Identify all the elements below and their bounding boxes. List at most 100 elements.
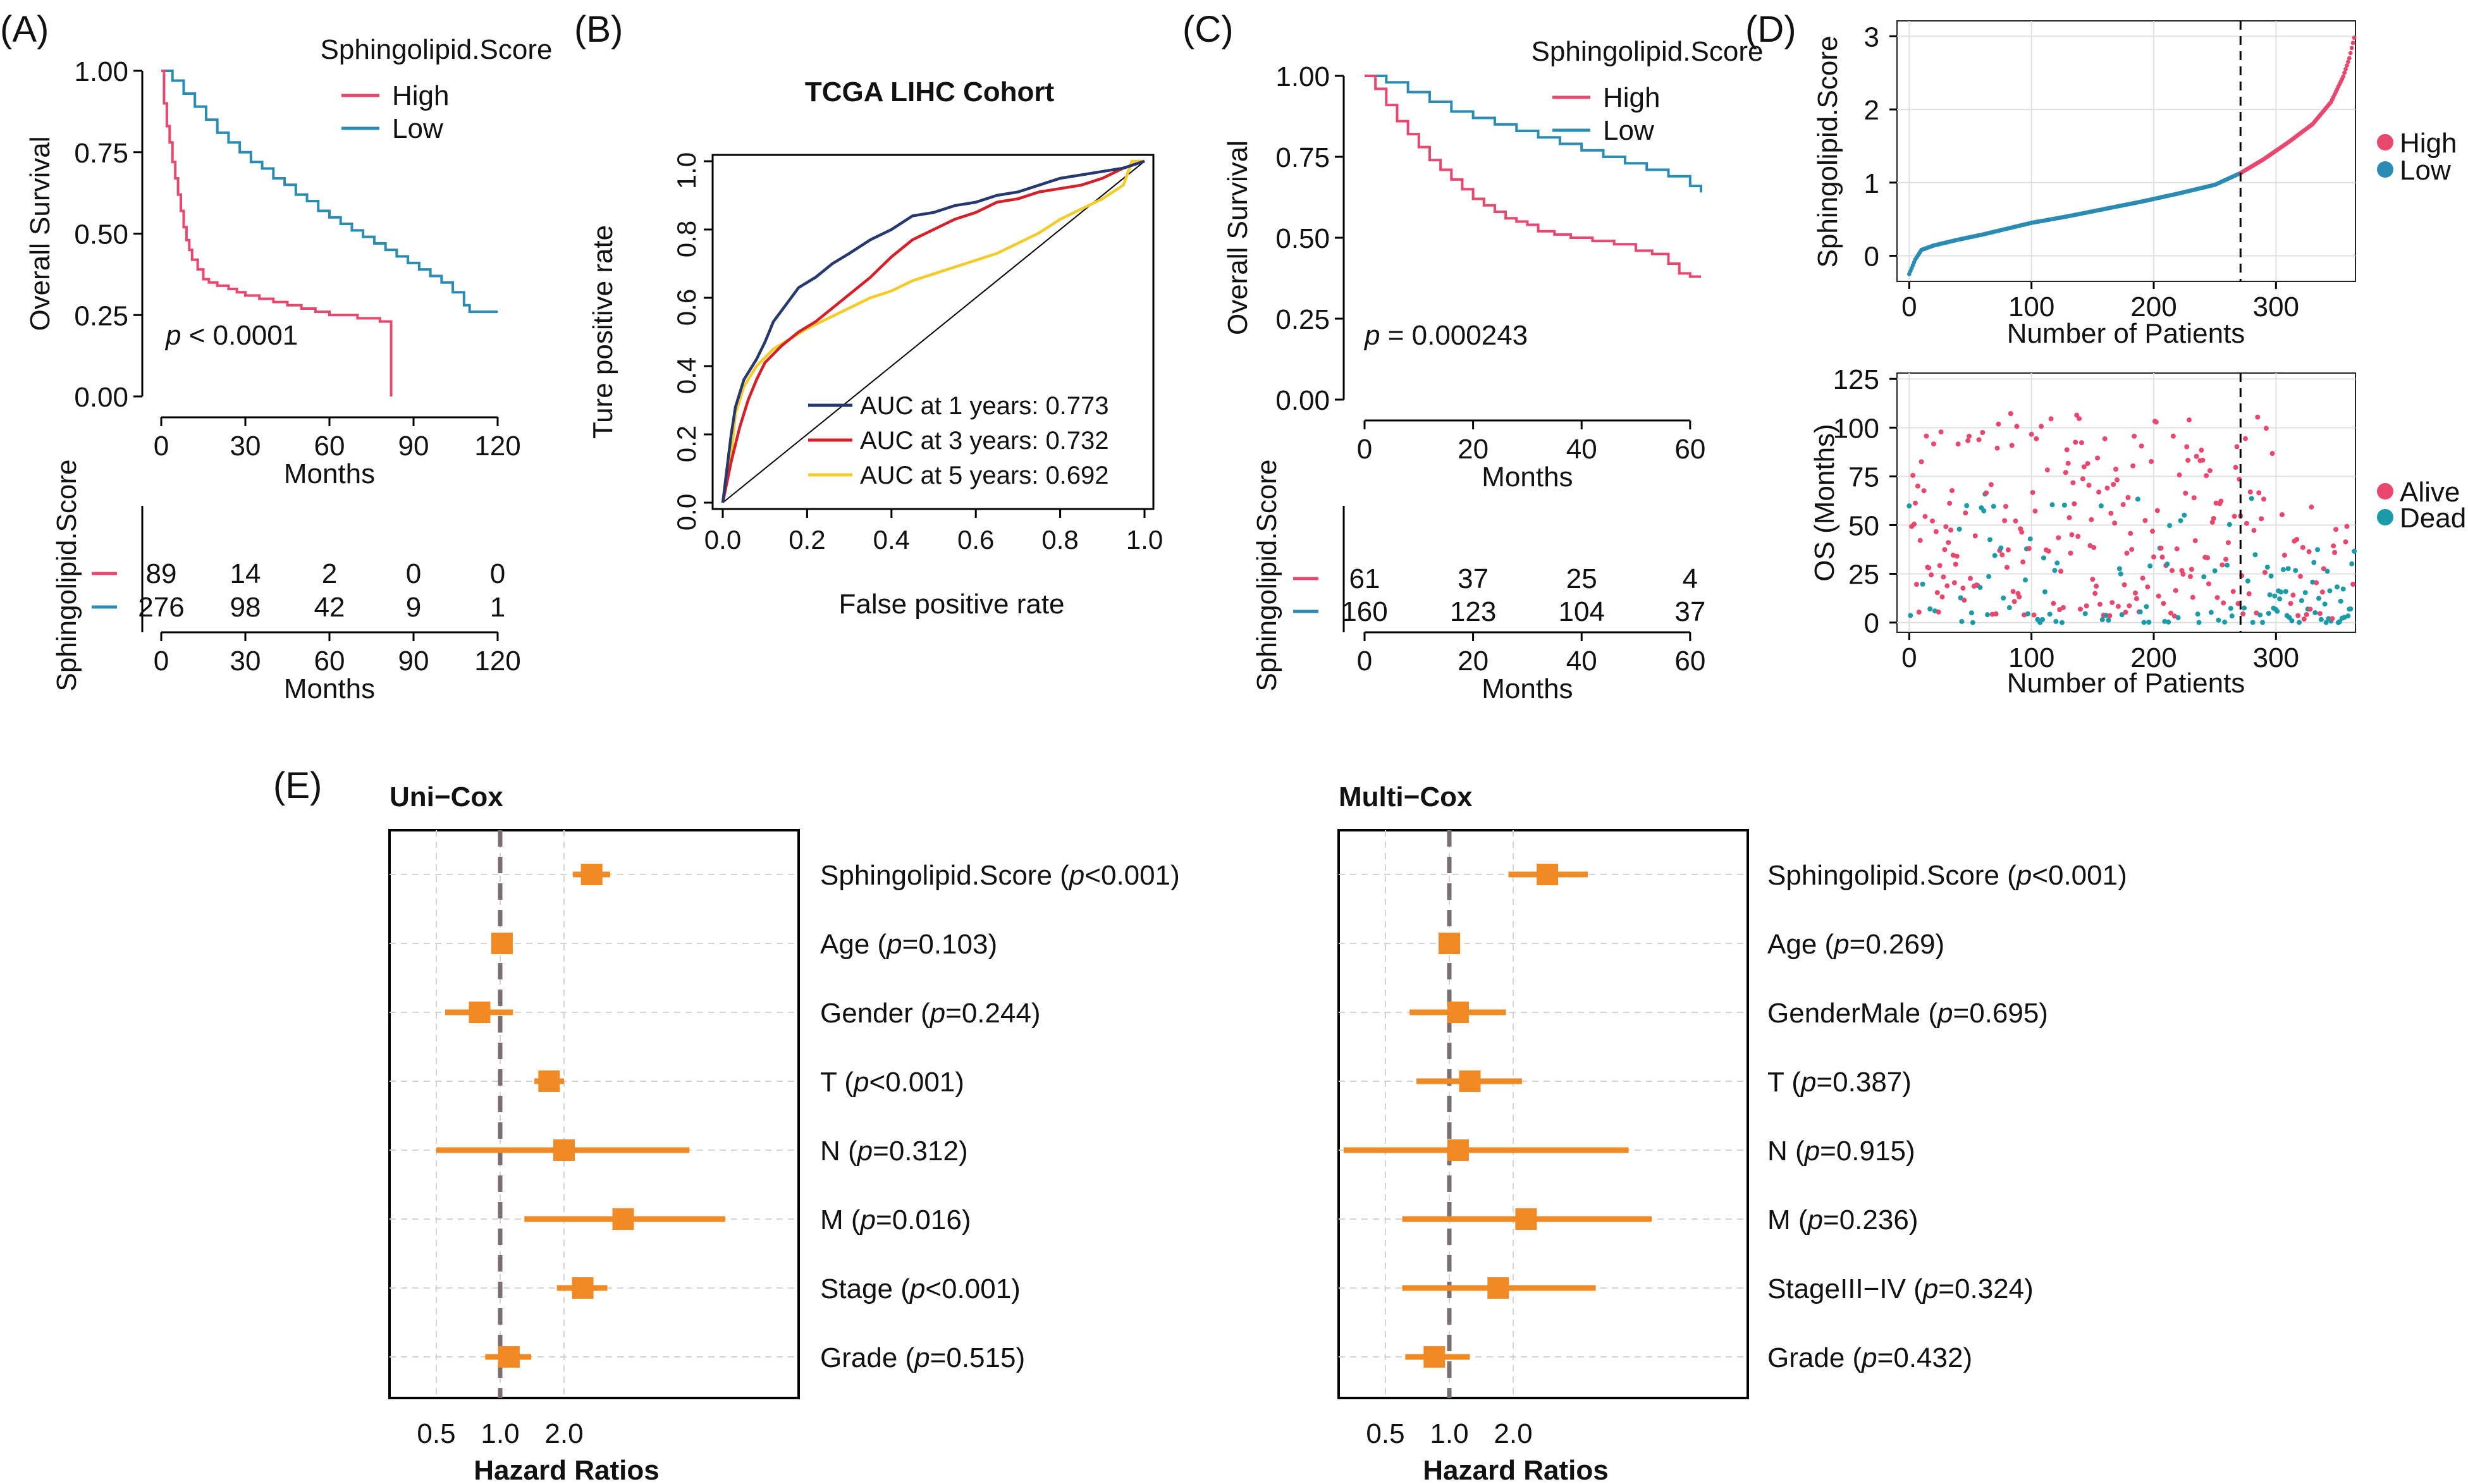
d-top-y-tick-label: 0 bbox=[1864, 242, 1879, 273]
d-bottom-point-alive bbox=[2206, 581, 2211, 587]
d-bottom-point-alive bbox=[2070, 480, 2076, 486]
forest-point bbox=[1537, 864, 1559, 885]
d-bottom-point-alive bbox=[2219, 562, 2225, 568]
risk-count-high: 37 bbox=[1458, 563, 1489, 594]
d-bottom-point-alive bbox=[2142, 518, 2148, 524]
d-bottom-point-dead bbox=[2001, 595, 2006, 601]
d-bottom-point-alive bbox=[1962, 598, 1967, 603]
d-bottom-point-alive bbox=[2307, 606, 2313, 612]
d-bottom-point-alive bbox=[2084, 603, 2089, 609]
d-bottom-point-dead bbox=[1977, 585, 1983, 591]
d-bottom-point-alive bbox=[2294, 537, 2300, 543]
d-bottom-point-alive bbox=[2020, 559, 2026, 565]
d-bottom-point-dead bbox=[2006, 605, 2012, 611]
d-bottom-point-dead bbox=[2302, 590, 2308, 596]
forest-x-tick-label: 0.5 bbox=[1366, 1418, 1404, 1449]
d-bottom-point-alive bbox=[2030, 489, 2035, 495]
d-bottom-point-dead bbox=[2103, 613, 2109, 618]
d-bottom-point-alive bbox=[1972, 533, 1978, 539]
d-bottom-point-alive bbox=[1913, 582, 1919, 587]
d-bottom-point-dead bbox=[2054, 560, 2060, 566]
d-bottom-point-dead bbox=[2267, 592, 2273, 598]
d-top-point-high bbox=[2352, 35, 2357, 40]
forest-row-label: Grade (p=0.432) bbox=[1767, 1342, 1972, 1373]
km-x-tick-label: 30 bbox=[230, 431, 261, 462]
d-bottom-y-tick-label: 25 bbox=[1848, 560, 1879, 591]
d-bottom-point-dead bbox=[2312, 610, 2318, 615]
d-bottom-point-dead bbox=[2116, 566, 2122, 572]
d-bottom-point-alive bbox=[2004, 565, 2010, 570]
d-legend-dot-low bbox=[2377, 161, 2393, 178]
d-bottom-point-alive bbox=[2262, 570, 2268, 575]
d-bottom-point-dead bbox=[2195, 611, 2201, 617]
d-bottom-point-dead bbox=[2229, 613, 2235, 619]
roc-diagonal bbox=[722, 161, 1145, 503]
d-bottom-point-alive bbox=[2063, 470, 2068, 475]
d-bottom-point-alive bbox=[2031, 612, 2037, 618]
d-bottom-point-alive bbox=[1931, 441, 1936, 447]
d-bottom-point-dead bbox=[2226, 522, 2232, 527]
d-top-x-tick-label: 200 bbox=[2130, 291, 2176, 322]
d-bottom-point-dead bbox=[2052, 568, 2058, 573]
d-bottom-point-dead bbox=[2268, 573, 2274, 579]
d-bottom-point-dead bbox=[2335, 584, 2340, 590]
km-x-label: Months bbox=[284, 458, 375, 489]
d-legend-dead: Dead bbox=[2400, 503, 2466, 534]
d-bottom-point-alive bbox=[2251, 527, 2257, 533]
d-bottom-point-alive bbox=[1930, 518, 1936, 524]
d-bottom-point-dead bbox=[2144, 604, 2149, 610]
d-bottom-point-alive bbox=[2112, 520, 2118, 526]
d-bottom-point-alive bbox=[2060, 604, 2066, 610]
d-bottom-point-dead bbox=[2027, 536, 2033, 542]
d-bottom-point-dead bbox=[2315, 547, 2321, 553]
d-bottom-point-alive bbox=[2029, 431, 2034, 437]
d-bottom-point-alive bbox=[2096, 489, 2101, 495]
d-bottom-point-dead bbox=[1968, 610, 1974, 616]
forest-x-tick-label: 1.0 bbox=[481, 1418, 519, 1449]
d-top-point-high bbox=[2349, 46, 2354, 51]
km-curve-high bbox=[161, 70, 393, 396]
forest-row-label: Age (p=0.269) bbox=[1767, 929, 1944, 960]
km-y-tick-label: 0.75 bbox=[74, 138, 128, 169]
d-bottom-point-alive bbox=[2149, 458, 2154, 464]
d-bottom-point-alive bbox=[2225, 540, 2231, 546]
d-bottom-point-alive bbox=[2192, 538, 2198, 544]
d-bottom-point-alive bbox=[1933, 529, 1939, 534]
d-bottom-point-alive bbox=[2190, 594, 2195, 600]
d-bottom-point-alive bbox=[2185, 457, 2191, 463]
risk-count-low: 1 bbox=[490, 592, 505, 623]
risk-count-low: 42 bbox=[314, 592, 345, 623]
forest-point bbox=[580, 864, 603, 885]
km-p-value: p = 0.000243 bbox=[1363, 320, 1528, 351]
d-bottom-point-alive bbox=[2132, 433, 2137, 439]
d-bottom-point-alive bbox=[1984, 490, 1989, 496]
d-bottom-point-alive bbox=[2075, 534, 2081, 539]
d-top-x-tick-label: 300 bbox=[2253, 291, 2299, 322]
d-bottom-point-alive bbox=[1944, 583, 1950, 589]
d-bottom-point-dead bbox=[2182, 512, 2187, 518]
roc-y-tick-label: 0.4 bbox=[672, 357, 701, 394]
d-bottom-point-alive bbox=[1994, 445, 2000, 451]
d-bottom-point-alive bbox=[1948, 527, 1954, 533]
d-bottom-point-alive bbox=[2170, 568, 2175, 573]
risk-y-label: Sphingolipid.Score bbox=[51, 460, 82, 692]
km-legend-title: Sphingolipid.Score bbox=[321, 34, 553, 65]
forest-point bbox=[612, 1208, 634, 1230]
d-bottom-point-alive bbox=[1912, 522, 1917, 527]
d-bottom-point-dead bbox=[1985, 612, 1991, 618]
d-bottom-point-dead bbox=[2208, 610, 2214, 615]
km-y-tick-label: 0.00 bbox=[74, 382, 128, 413]
d-bottom-point-dead bbox=[2323, 620, 2329, 625]
d-bottom-point-dead bbox=[2348, 606, 2354, 612]
forest-x-tick-label: 1.0 bbox=[1430, 1418, 1468, 1449]
d-bottom-point-alive bbox=[1916, 610, 1922, 615]
d-bottom-point-dead bbox=[2137, 609, 2143, 615]
d-bottom-point-alive bbox=[2072, 501, 2077, 506]
d-bottom-point-alive bbox=[2156, 593, 2161, 599]
roc-x-label: False positive rate bbox=[838, 589, 1064, 620]
d-bottom-point-dead bbox=[1906, 503, 1912, 509]
forest-x-tick-label: 2.0 bbox=[1494, 1418, 1532, 1449]
d-bottom-point-alive bbox=[2223, 556, 2229, 562]
risk-y-label: Sphingolipid.Score bbox=[1251, 460, 1282, 692]
d-top-point-high bbox=[2345, 63, 2349, 68]
